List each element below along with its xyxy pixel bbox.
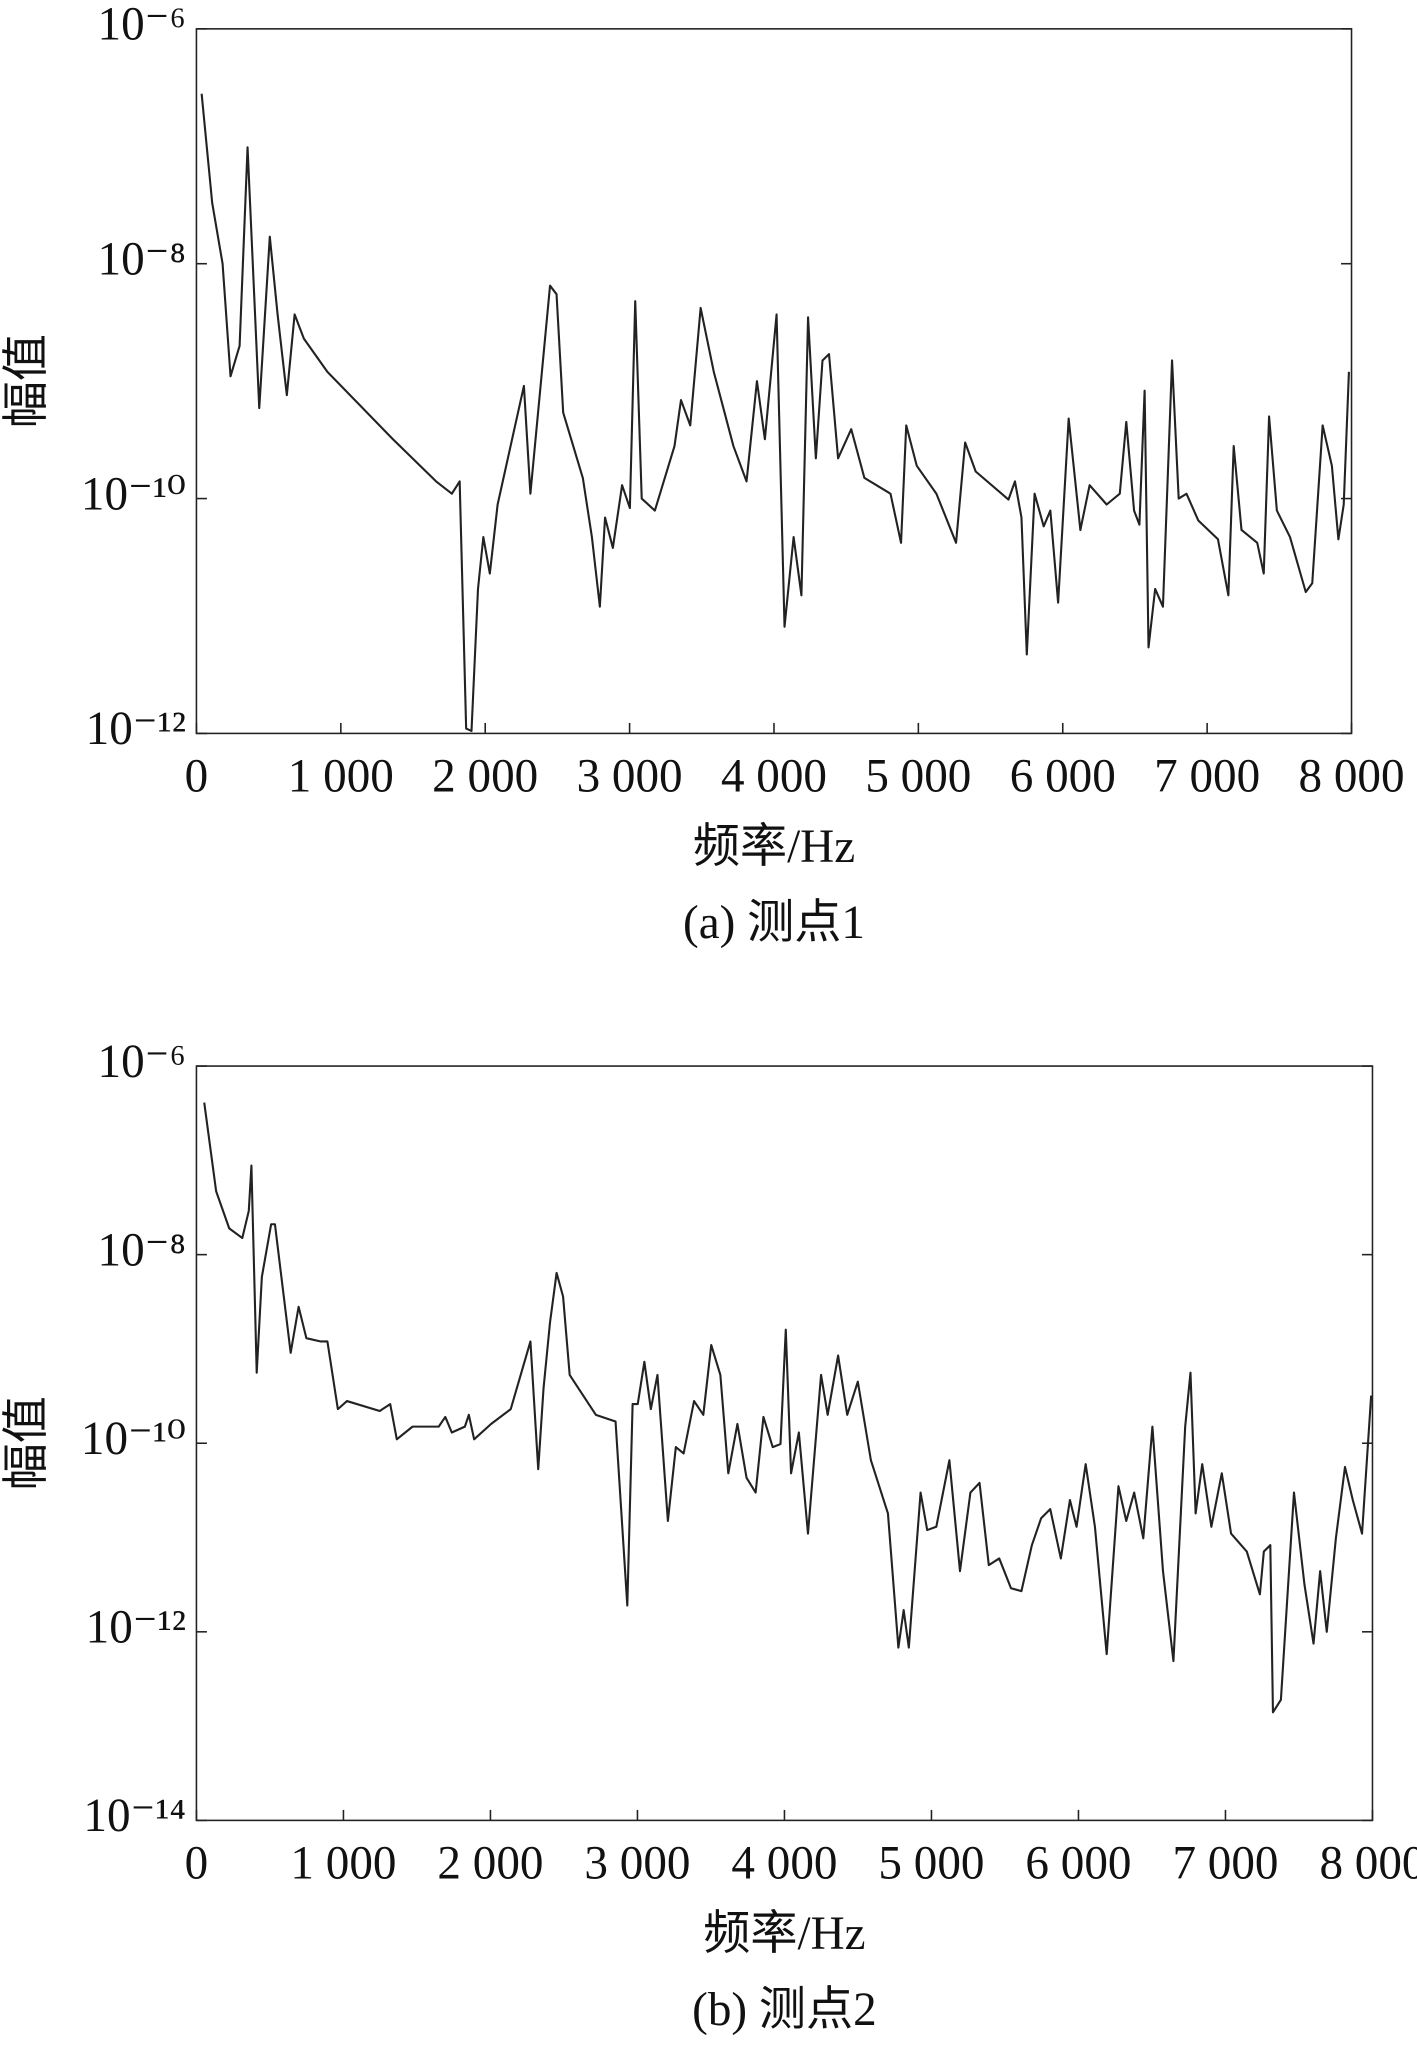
x-tick-label: 1 000 xyxy=(288,750,394,802)
caption: (b) 测点2 xyxy=(692,1984,877,2036)
x-tick-label: 5 000 xyxy=(878,1837,984,1889)
x-tick-label: 3 000 xyxy=(584,1837,690,1889)
x-axis-label: 频率/Hz xyxy=(703,1908,865,1960)
plot-frame xyxy=(195,28,1353,735)
y-axis-label: 幅值 xyxy=(1,1396,53,1490)
y-tick-label: 10⁻¹² xyxy=(86,703,186,755)
x-tick-label: 0 xyxy=(185,750,209,802)
chart: 0 1 000 2 000 3 000 4 000 5 000 6 000 7 000 8 00… xyxy=(1,0,1404,949)
x-tick-label: 7 000 xyxy=(1172,1837,1278,1889)
x-tick-label: 4 000 xyxy=(731,1837,837,1889)
x-tick-label: 2 000 xyxy=(432,750,538,802)
x-tick-label: 3 000 xyxy=(577,750,683,802)
caption: (a) 测点1 xyxy=(683,897,865,949)
y-axis-label: 幅值 xyxy=(1,334,53,428)
x-tick-label: 8 000 xyxy=(1299,750,1405,802)
y-tick-label: 10⁻⁶ xyxy=(98,0,186,51)
data-line xyxy=(203,1102,1373,1714)
data-line xyxy=(200,93,1350,732)
y-tick-label: 10⁻⁸ xyxy=(98,1224,186,1276)
y-tick-label: 10⁻¹⁴ xyxy=(83,1790,186,1842)
x-tick-label: 1 000 xyxy=(290,1837,396,1889)
y-tick-label: 10⁻⁸ xyxy=(98,234,186,286)
x-tick-label: 6 000 xyxy=(1010,750,1116,802)
y-tick-label: 10⁻¹⁰ xyxy=(81,468,186,520)
chart: 0 1 000 2 000 3 000 4 000 5 000 6 000 7 000 8 00… xyxy=(1,1036,1417,2036)
x-tick-label: 0 xyxy=(185,1837,209,1889)
x-tick-label: 4 000 xyxy=(721,750,827,802)
y-tick-label: 10⁻⁶ xyxy=(98,1036,186,1088)
x-tick-label: 6 000 xyxy=(1025,1837,1131,1889)
y-tick-label: 10⁻¹² xyxy=(86,1602,186,1654)
x-tick-label: 7 000 xyxy=(1154,750,1260,802)
x-tick-label: 2 000 xyxy=(437,1837,543,1889)
y-tick-label: 10⁻¹⁰ xyxy=(81,1413,186,1465)
x-axis-label: 频率/Hz xyxy=(693,821,855,873)
x-tick-label: 5 000 xyxy=(865,750,971,802)
x-tick-label: 8 000 xyxy=(1319,1837,1417,1889)
plot-frame xyxy=(195,1065,1374,1822)
